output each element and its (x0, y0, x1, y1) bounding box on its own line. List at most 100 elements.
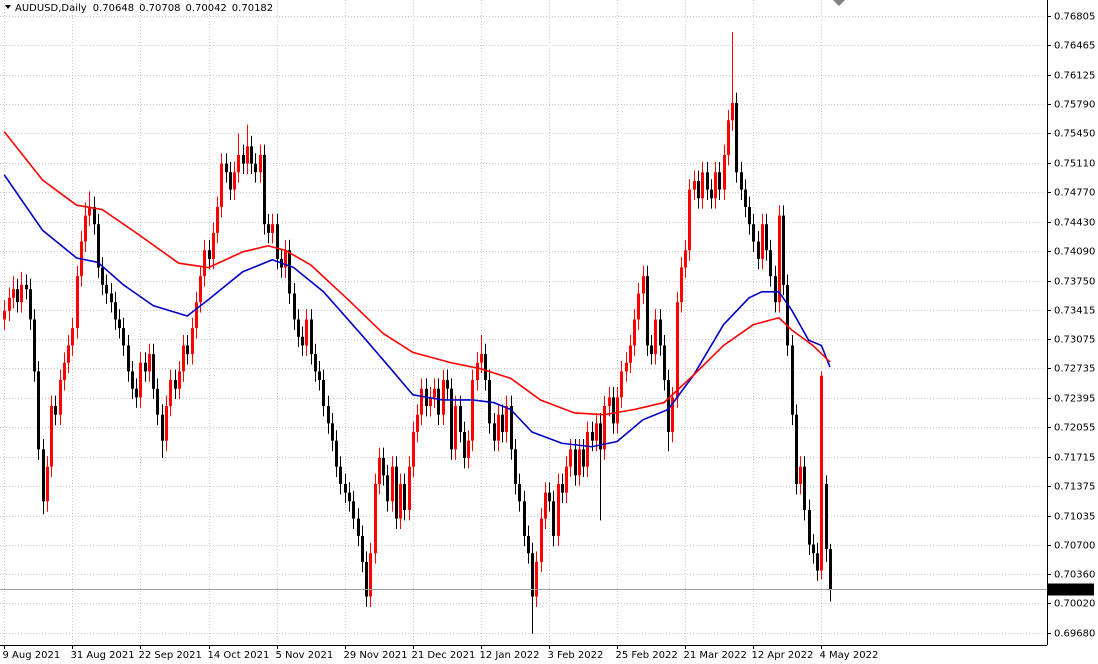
x-tick-label: 21 Mar 2022 (684, 650, 747, 661)
close-value: 0.70182 (232, 3, 273, 14)
candle-body (706, 172, 709, 190)
x-tick-label: 12 Apr 2022 (752, 650, 814, 661)
x-tick-label: 25 Feb 2022 (616, 650, 678, 661)
candle-body (50, 406, 53, 467)
candle-body (433, 388, 436, 398)
candle-body (374, 483, 377, 554)
candle-body (114, 302, 117, 320)
candle-body (510, 406, 513, 450)
moving-average (3, 174, 831, 448)
candle-body (178, 371, 181, 389)
candle-body (263, 154, 266, 225)
candle-body (467, 440, 470, 458)
x-tick-label: 22 Sep 2021 (139, 650, 202, 661)
candle-body (169, 380, 172, 407)
candle-body (501, 414, 504, 433)
candle-body (786, 284, 789, 346)
candle-body (339, 466, 342, 484)
candle-body (493, 423, 496, 441)
candle-body (697, 180, 700, 199)
candle-body (110, 293, 113, 303)
candle-body (357, 518, 360, 536)
low-value: 0.70042 (185, 3, 226, 14)
candle-body (212, 232, 215, 259)
y-tick-label: 0.71375 (1054, 482, 1095, 493)
y-tick-label: 0.75790 (1054, 100, 1095, 111)
candle-body (237, 154, 240, 173)
candle-body (335, 440, 338, 467)
candle-body (735, 103, 738, 173)
candle-body (688, 189, 691, 251)
plot (0, 32, 1047, 634)
candle-body (450, 388, 453, 450)
candle-body (246, 146, 249, 164)
candle-body (480, 354, 483, 363)
grid (0, 0, 1047, 645)
candle-body (412, 432, 415, 467)
y-tick-label: 0.70020 (1054, 599, 1095, 610)
y-tick-label: 0.72395 (1054, 394, 1095, 405)
candle-body (101, 267, 104, 285)
open-value: 0.70648 (93, 3, 134, 14)
candle-body (761, 224, 764, 259)
candle-body (54, 406, 57, 415)
candle-body (808, 509, 811, 545)
candle-body (714, 172, 717, 199)
candle-body (829, 549, 832, 590)
candle-body (603, 406, 606, 450)
candle-body (378, 457, 381, 484)
candle-body (37, 371, 40, 450)
x-tick-label: 31 Aug 2021 (71, 650, 135, 661)
candle-body (680, 267, 683, 303)
candle-body (191, 328, 194, 355)
menu-arrow[interactable] (5, 5, 11, 9)
candle-body (139, 362, 142, 398)
candle-body (259, 154, 262, 173)
candle-body (463, 432, 466, 458)
candle-body (225, 163, 228, 173)
y-tick-label: 0.69680 (1054, 629, 1095, 640)
candle-body (535, 561, 538, 597)
y-tick-label: 0.75450 (1054, 129, 1095, 140)
candle-body (625, 362, 628, 372)
shift-marker[interactable] (833, 0, 845, 6)
candle-body (344, 483, 347, 493)
candle-body (250, 146, 253, 164)
candle-body (548, 492, 551, 502)
candle-body (144, 362, 147, 372)
candle-body (88, 206, 91, 216)
candle-body (569, 449, 572, 467)
candle-body (527, 535, 530, 554)
candle-body (165, 406, 168, 441)
x-tick-label: 9 Aug 2021 (3, 650, 61, 661)
candle-body (331, 423, 334, 441)
candle-body (242, 154, 245, 164)
candle-body (97, 224, 100, 268)
candle-body (59, 380, 62, 415)
y-tick-label: 0.70700 (1054, 541, 1095, 552)
candle-body (195, 302, 198, 329)
candle-body (327, 406, 330, 424)
candle-body (523, 501, 526, 536)
candle-body (552, 501, 555, 536)
candle-body (684, 250, 687, 268)
candle-body (105, 284, 108, 294)
candle-body (437, 388, 440, 415)
candle-body (769, 250, 772, 277)
candle-body (701, 172, 704, 199)
candle-body (148, 354, 151, 372)
candle-body (76, 276, 79, 329)
candle-body (578, 449, 581, 476)
y-tick-label: 0.74430 (1054, 218, 1095, 229)
candle-body (135, 388, 138, 398)
y-tick-label: 0.73075 (1054, 335, 1095, 346)
candle-body (254, 163, 257, 173)
candle-body (616, 397, 619, 424)
candle-body (314, 354, 317, 372)
y-tick-label: 0.76125 (1054, 71, 1095, 82)
candle-body (67, 345, 70, 363)
candle-body (459, 406, 462, 433)
candle-body (803, 466, 806, 510)
candle-body (620, 371, 623, 398)
